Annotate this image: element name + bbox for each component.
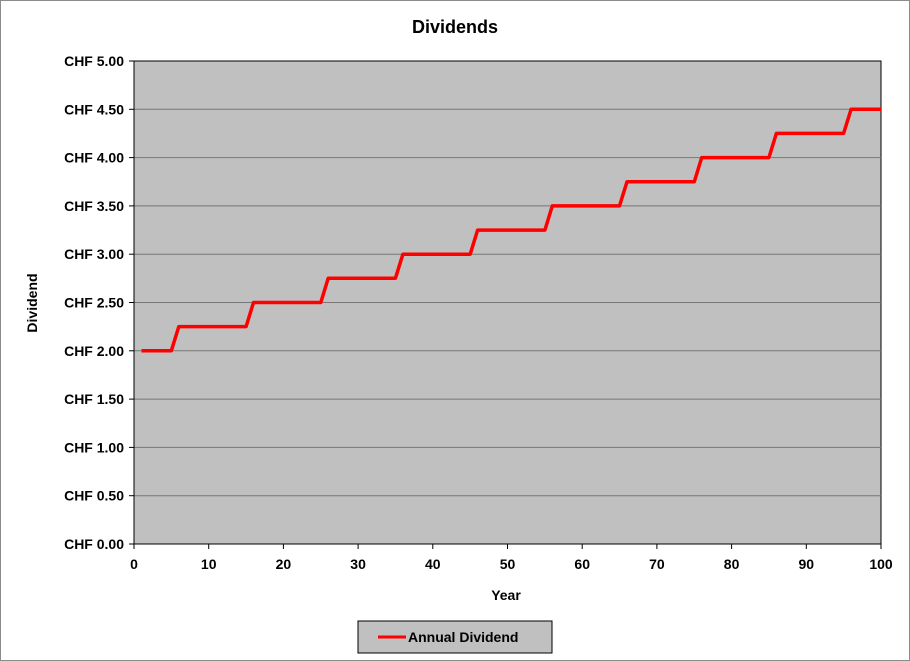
- y-tick-label: CHF 5.00: [64, 53, 124, 69]
- y-tick-label: CHF 2.50: [64, 295, 124, 311]
- series-line-annual-dividend: [141, 107, 881, 353]
- y-tick-label: CHF 1.00: [64, 439, 124, 455]
- legend: Annual Dividend: [357, 620, 553, 654]
- series-layer: [141, 107, 881, 353]
- x-tick-label: 70: [649, 556, 665, 572]
- y-tick-label: CHF 0.00: [64, 536, 124, 552]
- y-tick-label: CHF 4.50: [64, 101, 124, 117]
- x-tick-label: 60: [574, 556, 590, 572]
- y-tick-label: CHF 0.50: [64, 488, 124, 504]
- x-tick-label: 40: [425, 556, 441, 572]
- x-axis-title: Year: [491, 587, 521, 603]
- y-tick-label: CHF 2.00: [64, 343, 124, 359]
- y-axis-title: Dividend: [24, 273, 40, 332]
- x-tick-label: 90: [799, 556, 815, 572]
- gridlines: [134, 108, 881, 497]
- axes: CHF 0.00 CHF 0.50 CHF 1.00 CHF 1.50 CHF 2.00…: [64, 53, 893, 572]
- x-tick-label: 10: [201, 556, 217, 572]
- x-tick-label: 80: [724, 556, 740, 572]
- x-tick-label: 100: [869, 556, 893, 572]
- x-tick-label: 50: [500, 556, 516, 572]
- x-tick-label: 20: [276, 556, 292, 572]
- chart-title: Dividends: [412, 17, 498, 37]
- x-tick-label: 30: [350, 556, 366, 572]
- y-tick-label: CHF 4.00: [64, 150, 124, 166]
- legend-label: Annual Dividend: [408, 629, 518, 645]
- y-tick-label: CHF 1.50: [64, 391, 124, 407]
- x-tick-label: 0: [130, 556, 138, 572]
- y-tick-label: CHF 3.00: [64, 246, 124, 262]
- y-tick-label: CHF 3.50: [64, 198, 124, 214]
